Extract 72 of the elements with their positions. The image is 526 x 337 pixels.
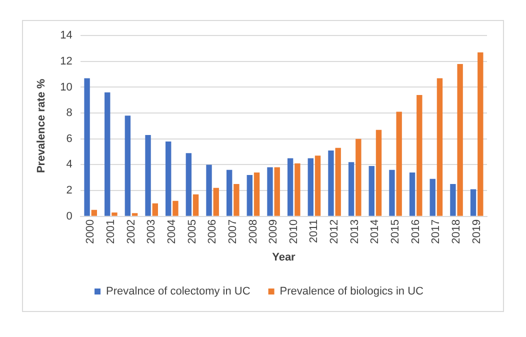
x-tick-label: 2000	[84, 219, 97, 244]
bar	[104, 92, 110, 216]
bar	[206, 164, 212, 216]
bar	[430, 178, 436, 216]
x-tick-label: 2013	[348, 219, 361, 244]
bar	[335, 148, 341, 216]
bar	[145, 135, 151, 216]
legend-label: Prevalnce of colectomy in UC	[106, 286, 250, 298]
bar	[254, 172, 260, 216]
y-tick-label: 2	[66, 184, 72, 197]
y-tick-label: 4	[66, 158, 72, 171]
bar	[234, 184, 240, 216]
y-axis-title: Prevalence rate %	[36, 78, 48, 174]
x-tick-label: 2008	[247, 219, 260, 244]
bar	[287, 158, 294, 216]
bar	[124, 116, 131, 216]
bar	[396, 112, 402, 216]
bar	[376, 130, 382, 216]
bar	[389, 170, 395, 216]
bar	[450, 184, 456, 216]
bar	[226, 170, 232, 216]
x-tick-label: 2007	[226, 219, 239, 244]
x-tick-label: 2009	[268, 219, 280, 244]
x-tick-label: 2002	[125, 219, 138, 244]
bar	[112, 212, 118, 216]
bar	[84, 78, 90, 216]
bar	[457, 64, 463, 216]
x-tick-label: 2004	[166, 219, 178, 244]
bar	[294, 163, 300, 216]
bar	[328, 150, 334, 216]
y-tick-label: 12	[60, 55, 72, 68]
bar	[416, 94, 422, 216]
y-tick-label: 8	[66, 107, 72, 120]
bar	[166, 141, 172, 216]
x-tick-label: 2006	[206, 219, 219, 244]
y-tick-label: 14	[60, 30, 72, 42]
bar	[356, 138, 362, 216]
bar	[192, 194, 199, 216]
bar	[267, 167, 273, 216]
bar	[152, 203, 158, 216]
y-tick-label: 10	[60, 81, 72, 94]
bar	[478, 52, 484, 216]
y-tick-label: 0	[66, 210, 72, 222]
bar	[91, 210, 98, 216]
x-tick-label: 2010	[288, 219, 300, 244]
bar	[246, 175, 253, 216]
x-tick-label: 2011	[308, 219, 320, 243]
x-tick-label: 2015	[390, 219, 402, 244]
bar	[186, 153, 192, 216]
x-tick-label: 2019	[470, 219, 483, 244]
bar	[172, 200, 178, 216]
x-tick-label: 2003	[146, 219, 158, 244]
bar	[368, 166, 374, 216]
x-tick-label: 2012	[328, 219, 341, 244]
x-tick-label: 2018	[450, 219, 463, 244]
x-tick-label: 2014	[369, 219, 382, 244]
bar	[132, 213, 138, 216]
bar	[409, 172, 416, 216]
bar	[348, 162, 354, 216]
bar	[470, 189, 476, 216]
bar	[274, 167, 280, 216]
bar	[213, 188, 219, 216]
x-tick-label: 2001	[104, 219, 117, 244]
x-tick-label: 2017	[430, 219, 442, 244]
bar	[314, 156, 321, 216]
x-tick-label: 2016	[410, 219, 422, 244]
legend-label: Prevalence of biologics in UC	[280, 286, 424, 298]
bar	[436, 78, 443, 216]
bar	[308, 158, 314, 216]
y-tick-label: 6	[66, 132, 72, 145]
x-tick-label: 2005	[186, 219, 198, 244]
x-axis-title: Year	[272, 251, 296, 264]
